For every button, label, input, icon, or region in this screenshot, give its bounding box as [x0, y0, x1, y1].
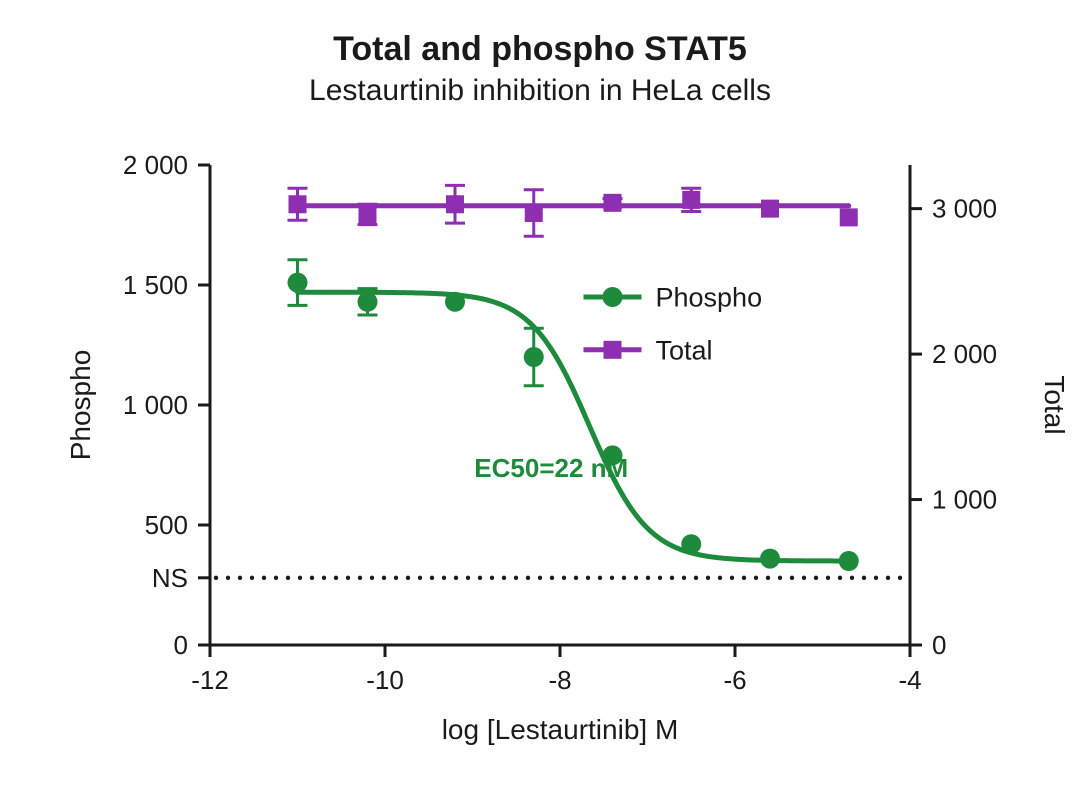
chart-svg: Total and phospho STAT5 Lestaurtinib inhi… [0, 0, 1080, 801]
chart-title-main: Total and phospho STAT5 [333, 30, 747, 68]
y-right-tick-label: 0 [932, 630, 946, 660]
phospho-marker [760, 549, 780, 569]
total-marker [525, 204, 543, 222]
y-left-tick-label-ns: NS [152, 563, 188, 593]
x-tick-label: -8 [548, 665, 571, 695]
phospho-marker [445, 292, 465, 312]
ns-reference-line [214, 576, 902, 580]
phospho-marker [681, 534, 701, 554]
x-tick-label: -10 [366, 665, 404, 695]
y-left-tick-label: 0 [174, 630, 188, 660]
phospho-marker [288, 273, 308, 293]
total-marker [682, 191, 700, 209]
chart-root: Total and phospho STAT5 Lestaurtinib inhi… [0, 0, 1080, 801]
y-right-tick-label: 1 000 [932, 485, 997, 515]
y-left-tick-label: 1 500 [123, 270, 188, 300]
y-left-tick-label: 2 000 [123, 150, 188, 180]
y-left-tick-label: 500 [145, 510, 188, 540]
chart-title-sub: Lestaurtinib inhibition in HeLa cells [309, 74, 771, 107]
legend-label-phospho: Phospho [656, 282, 763, 312]
total-marker [446, 195, 464, 213]
x-axis-label: log [Lestaurtinib] M [442, 714, 679, 745]
total-marker [359, 205, 377, 223]
phospho-marker [524, 347, 544, 367]
x-tick-label: -6 [723, 665, 746, 695]
y-left-tick-label: 1 000 [123, 390, 188, 420]
y-right-tick-label: 2 000 [932, 339, 997, 369]
phospho-marker [358, 292, 378, 312]
phospho-fit-curve [298, 292, 849, 561]
phospho-marker [839, 551, 859, 571]
ec50-annotation: EC50=22 nM [474, 453, 628, 483]
legend-item-total: Total [584, 335, 713, 365]
y-right-tick-label: 3 000 [932, 194, 997, 224]
total-marker [761, 200, 779, 218]
legend-item-phospho: Phospho [584, 282, 763, 312]
y-right-axis-label: Total [1039, 375, 1070, 434]
y-left-axis-label: Phospho [65, 350, 96, 461]
total-marker [604, 194, 622, 212]
x-tick-label: -12 [191, 665, 229, 695]
total-marker [289, 195, 307, 213]
x-tick-label: -4 [898, 665, 921, 695]
legend-label-total: Total [656, 335, 713, 365]
total-marker [840, 208, 858, 226]
